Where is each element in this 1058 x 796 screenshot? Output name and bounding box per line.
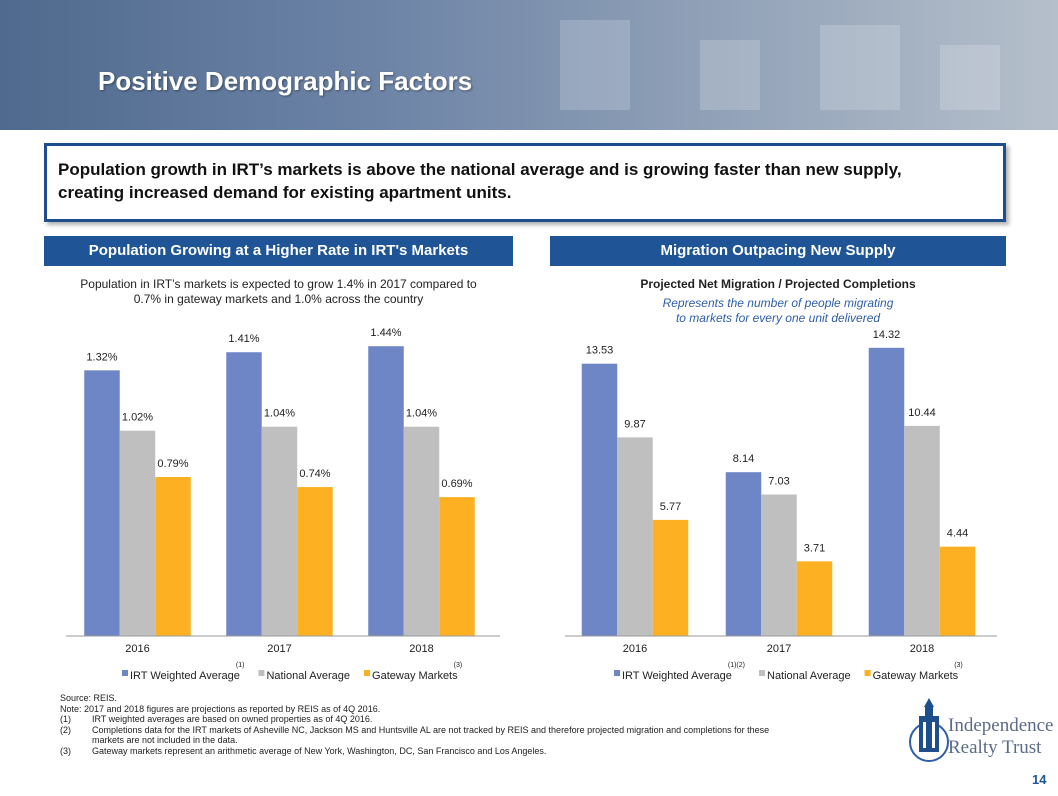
x-tick-label: 2016 bbox=[125, 643, 149, 655]
bar bbox=[297, 487, 333, 636]
data-label: 14.32 bbox=[873, 329, 901, 341]
data-label: 1.02% bbox=[122, 412, 153, 424]
x-tick-label: 2016 bbox=[623, 643, 647, 655]
legend-note: (3) bbox=[954, 662, 963, 669]
legend-note: (1) bbox=[236, 662, 245, 669]
data-label: 1.04% bbox=[406, 408, 437, 420]
legend-marker bbox=[614, 670, 620, 676]
note: Note: 2017 and 2018 figures are projecti… bbox=[60, 703, 381, 714]
bar bbox=[439, 497, 475, 636]
x-tick-label: 2018 bbox=[910, 643, 934, 655]
bar bbox=[119, 430, 156, 636]
data-label: 0.74% bbox=[299, 468, 330, 480]
legend-marker bbox=[364, 670, 371, 676]
section-heading: Population Growing at a Higher Rate in I… bbox=[44, 236, 513, 266]
data-label: 7.03 bbox=[768, 476, 789, 488]
data-label: 0.79% bbox=[157, 458, 188, 470]
footnote-number: (1) bbox=[60, 714, 71, 724]
bar bbox=[226, 352, 262, 636]
footnotes: Source: REIS. Note: 2017 and 2018 figure… bbox=[60, 693, 800, 756]
bar bbox=[581, 363, 618, 636]
footnote: (2) Completions data for the IRT markets … bbox=[60, 725, 800, 746]
data-label: 1.44% bbox=[370, 327, 401, 339]
legend-marker bbox=[122, 670, 128, 676]
header-banner bbox=[0, 0, 1058, 130]
legend-note: (1)(2) bbox=[728, 662, 745, 669]
legend-label: Gateway Markets bbox=[372, 670, 458, 682]
footnote: (1) IRT weighted averages are based on ow… bbox=[60, 714, 800, 725]
chart-subtitle: 0.7% in gateway markets and 1.0% across … bbox=[133, 292, 424, 306]
footnote-number: (2) bbox=[60, 724, 71, 735]
bar bbox=[939, 546, 976, 636]
bar bbox=[84, 370, 120, 636]
legend-marker bbox=[759, 670, 765, 676]
chart-title: Projected Net Migration / Projected Comp… bbox=[640, 277, 916, 291]
bar bbox=[796, 561, 833, 636]
footnote: (3) Gateway markets represent an arithmet… bbox=[60, 746, 800, 757]
x-tick-label: 2017 bbox=[267, 643, 291, 655]
legend-note: (3) bbox=[454, 662, 463, 669]
headline: Population growth in IRT’s markets is ab… bbox=[58, 160, 902, 179]
footnote-number: (3) bbox=[60, 745, 71, 756]
logo-text: Independence bbox=[948, 715, 1054, 736]
bar bbox=[368, 346, 404, 636]
logo-text: Realty Trust bbox=[948, 737, 1042, 758]
legend-label: National Average bbox=[266, 670, 350, 682]
callout-box: Population growth in IRT’s markets is ab… bbox=[44, 143, 1006, 222]
x-tick-label: 2018 bbox=[409, 643, 433, 655]
data-label: 0.69% bbox=[441, 478, 472, 490]
data-label: 10.44 bbox=[908, 407, 936, 419]
x-tick-label: 2017 bbox=[767, 643, 791, 655]
chart-subtitle: Represents the number of people migratin… bbox=[662, 296, 894, 310]
bar bbox=[617, 437, 653, 636]
data-label: 13.53 bbox=[586, 345, 614, 357]
data-label: 1.32% bbox=[86, 351, 117, 363]
data-label: 8.14 bbox=[733, 453, 754, 465]
legend-marker bbox=[864, 670, 871, 676]
chart-subtitle: Population in IRT’s markets is expected … bbox=[80, 277, 477, 291]
chart-subtitle: to markets for every one unit delivered bbox=[675, 311, 881, 325]
data-label: 9.87 bbox=[624, 418, 645, 430]
footnote-text: Gateway markets represent an arithmetic … bbox=[92, 745, 547, 756]
bar bbox=[403, 426, 440, 636]
data-label: 3.71 bbox=[804, 542, 825, 554]
legend-label: National Average bbox=[767, 670, 851, 682]
data-label: 1.41% bbox=[228, 333, 259, 345]
logo-icon bbox=[909, 698, 949, 762]
bar bbox=[868, 347, 905, 636]
bar bbox=[725, 472, 762, 636]
footnote-text: Completions data for the IRT markets of … bbox=[92, 724, 770, 746]
page-number: 14 bbox=[1032, 772, 1047, 787]
headline: creating increased demand for existing a… bbox=[58, 183, 512, 202]
legend-label: IRT Weighted Average bbox=[130, 670, 240, 682]
data-label: 5.77 bbox=[660, 501, 681, 513]
legend-label: Gateway Markets bbox=[873, 670, 959, 682]
bar bbox=[761, 494, 797, 636]
footnote-text: IRT weighted averages are based on owned… bbox=[92, 714, 373, 724]
bar bbox=[155, 477, 191, 636]
slide-title: Positive Demographic Factors bbox=[98, 66, 473, 96]
data-label: 1.04% bbox=[264, 408, 295, 420]
data-label: 4.44 bbox=[947, 528, 968, 540]
legend-marker bbox=[258, 670, 265, 676]
section-heading: Migration Outpacing New Supply bbox=[550, 236, 1006, 266]
bar bbox=[652, 519, 689, 636]
bar bbox=[904, 425, 940, 636]
legend-label: IRT Weighted Average bbox=[622, 670, 732, 682]
bar bbox=[261, 426, 298, 636]
source: Source: REIS. bbox=[60, 693, 118, 703]
